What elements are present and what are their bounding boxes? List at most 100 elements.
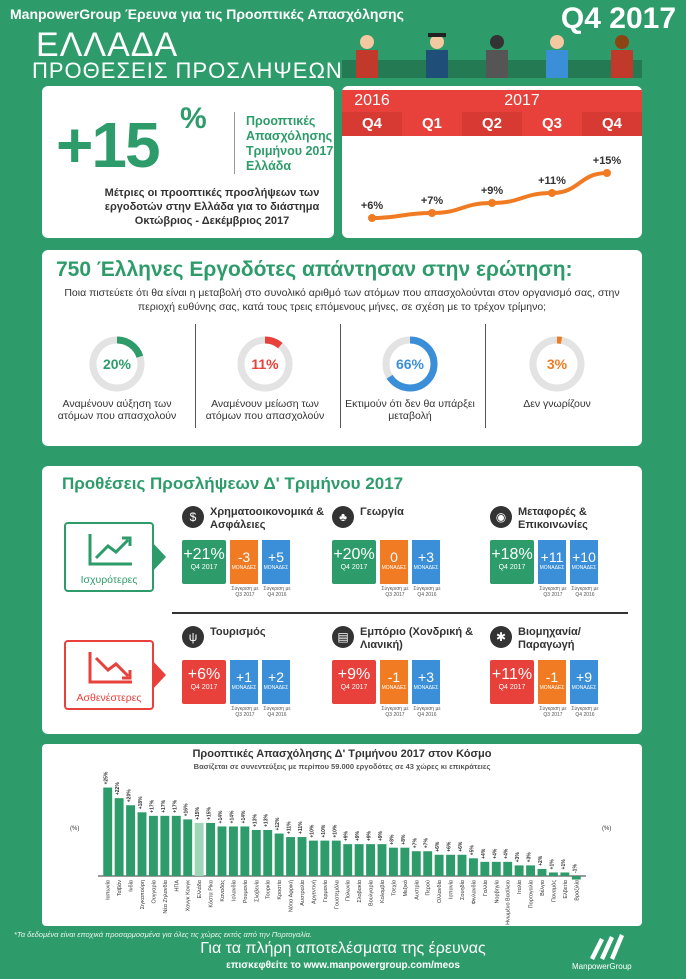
trend-up-icon <box>88 534 132 566</box>
trend-line-chart: +6% +7% +9% +11% +15% <box>361 155 622 222</box>
q4-compare-caption: Σύγκριση με Q4 2016 <box>413 586 441 598</box>
sector-value-sub: Q4 2017 <box>190 684 218 691</box>
axis-unit-right: (%) <box>602 826 611 832</box>
q4-compare-caption: Σύγκριση με Q4 2016 <box>571 586 599 598</box>
world-bar-label: -1% <box>572 864 578 873</box>
q3-compare-value: -1 <box>387 669 401 685</box>
q3-compare-tile: -1 ΜΟΝΑΔΕΣ <box>380 660 408 704</box>
world-country-label: Ρουμανία <box>243 879 249 903</box>
survey-question: Ποια πιστεύετε ότι θα είναι η μεταβολή σ… <box>64 287 620 313</box>
world-country-label: Ουγγαρία <box>151 879 157 903</box>
q4-compare-value: +2 <box>268 669 284 685</box>
q4-compare-caption: Σύγκριση με Q4 2016 <box>571 706 599 718</box>
world-country-label: Ισπανία <box>449 879 455 899</box>
world-country-label: Αυστρία <box>414 879 420 900</box>
compare-unit: ΜΟΝΑΔΕΣ <box>263 565 289 571</box>
q4-compare-caption: Σύγκριση με Q4 2016 <box>413 706 441 718</box>
world-bar <box>217 826 227 876</box>
world-bar <box>411 851 421 876</box>
q3-compare-caption: Σύγκριση με Q3 2017 <box>231 706 259 718</box>
world-bar-label: +11% <box>287 821 293 834</box>
trend-point <box>368 214 376 222</box>
kpi-value: +15 <box>56 109 161 181</box>
year-2016: 2016 <box>342 90 402 112</box>
world-bar <box>377 844 387 876</box>
footer-link[interactable]: επισκεφθείτε το www.manpowergroup.com/me… <box>226 960 460 971</box>
manpower-logo-icon <box>590 934 624 960</box>
world-country-label: Σλοβενία <box>254 879 260 902</box>
world-bar-label: +10% <box>332 824 338 837</box>
world-bar-label: +17% <box>149 799 155 812</box>
world-bar <box>148 815 158 876</box>
compare-unit: ΜΟΝΑΔΕΣ <box>263 685 289 691</box>
world-bar-label: +1% <box>549 859 555 870</box>
q3-compare-tile: 0 ΜΟΝΑΔΕΣ <box>380 540 408 584</box>
trend-label: +11% <box>538 175 566 187</box>
compare-unit: ΜΟΝΑΔΕΣ <box>231 685 257 691</box>
q3-compare-tile: +11 ΜΟΝΑΔΕΣ <box>538 540 566 584</box>
q4-compare-value: +3 <box>418 549 434 565</box>
world-country-label: Γαλλία <box>483 879 489 896</box>
world-bar <box>434 854 444 876</box>
world-bar <box>423 851 433 876</box>
q3-compare-tile: -3 ΜΟΝΑΔΕΣ <box>230 540 258 584</box>
survey-title: ManpowerGroup Έρευνα για τις Προοπτικές … <box>10 6 404 22</box>
world-country-label: Μεξικό <box>402 880 409 896</box>
kpi-label: Προοπτικές Απασχόλησης Δ' Τριμήνου 2017 … <box>246 114 348 173</box>
sector-name: Τουρισμός <box>210 626 266 638</box>
world-bar-label: +15% <box>195 806 201 819</box>
page-subtitle: ΠΡΟΘΕΣΕΙΣ ΠΡΟΣΛΗΨΕΩΝ <box>32 58 343 83</box>
world-bar-label: +4% <box>481 848 487 859</box>
sector-value-sub: Q4 2017 <box>340 684 368 691</box>
world-country-label: Σουηδία <box>460 879 466 900</box>
world-bar <box>194 822 204 876</box>
trend-down-icon <box>88 652 132 684</box>
kpi-divider <box>234 112 235 174</box>
world-bar-label: +20% <box>127 789 133 802</box>
footnote: *Τα δεδομένα είναι εποχικά προσαρμοσμένα… <box>14 930 313 939</box>
world-bar-label: +3% <box>515 852 521 863</box>
trend-label: +7% <box>421 195 444 207</box>
quarter-cell: Q2 <box>462 112 522 136</box>
world-bar <box>286 837 296 876</box>
sector-value: +9% <box>337 666 371 683</box>
q4-compare-value: +9 <box>576 669 592 685</box>
world-country-label: Κροατία <box>277 879 283 899</box>
world-country-label: Πολωνία <box>346 879 352 901</box>
sector-value: +18% <box>491 546 533 563</box>
world-country-label: Ιταλία <box>517 879 523 894</box>
world-bar <box>548 872 558 876</box>
sector-name: Χρηματοοικονομικά & Ασφάλειες <box>210 506 325 531</box>
donut-chart: 20% <box>89 336 145 392</box>
world-bar <box>206 822 216 876</box>
world-country-label: ΗΠΑ <box>174 880 180 892</box>
world-country-label: Καναδάς <box>219 880 226 902</box>
sector-value: +21% <box>183 546 225 563</box>
q3-compare-value: -3 <box>237 549 251 565</box>
world-bar-label: +14% <box>241 810 247 823</box>
world-country-label: Βουλγαρία <box>369 879 375 906</box>
trend-label: +15% <box>593 155 622 167</box>
compare-unit: ΜΟΝΑΔΕΣ <box>571 685 597 691</box>
compare-unit: ΜΟΝΑΔΕΣ <box>231 565 257 571</box>
world-bar-label: +9% <box>378 830 384 841</box>
answer-caption: Αναμένουν μείωση των ατόμων που απασχολο… <box>205 398 325 422</box>
q3-compare-caption: Σύγκριση με Q3 2017 <box>381 706 409 718</box>
sector-name: Μεταφορές & Επικοινωνίες <box>518 506 588 531</box>
quarter-title: Q4 2017 <box>560 2 676 35</box>
world-bar-label: +10% <box>321 824 327 837</box>
q3-compare-caption: Σύγκριση με Q3 2017 <box>381 586 409 598</box>
world-bar-label: +6% <box>447 841 453 852</box>
sector-value-tile: +18% Q4 2017 <box>490 540 534 584</box>
world-country-label: Γουατεμάλα <box>333 879 340 909</box>
world-bar-label: +4% <box>504 848 510 859</box>
world-country-label: Νέα Ζηλανδία <box>162 879 169 913</box>
answer-caption: Εκτιμούν ότι δεν θα υπάρξει μεταβολή <box>345 398 475 422</box>
sector-value-tile: +6% Q4 2017 <box>182 660 226 704</box>
q4-compare-tile: +3 ΜΟΝΑΔΕΣ <box>412 540 440 584</box>
trend-point <box>428 209 436 217</box>
wheat-icon: ♣ <box>332 506 354 528</box>
world-country-label: Ελβετία <box>563 879 569 898</box>
world-bar <box>183 819 193 876</box>
world-country-label: Ταϊβάν <box>116 880 123 897</box>
